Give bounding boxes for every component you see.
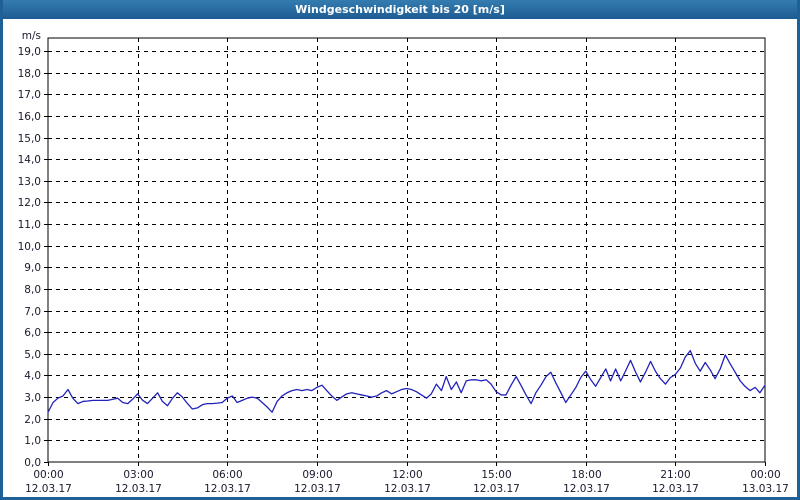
y-axis-tick-label: 19,0 — [18, 46, 41, 58]
x-axis-time-label: 15:00 — [481, 469, 511, 481]
y-axis-tick-label: 3,0 — [24, 392, 41, 404]
y-axis-ticks — [44, 51, 48, 463]
y-axis-tick-label: 14,0 — [18, 154, 41, 166]
y-axis-tick-label: 4,0 — [24, 370, 41, 382]
y-axis-tick-label: 6,0 — [24, 327, 41, 339]
x-axis-time-label: 06:00 — [212, 469, 242, 481]
y-axis-unit-label: m/s — [22, 30, 41, 42]
y-axis-tick-label: 8,0 — [24, 284, 41, 296]
y-axis-tick-label: 17,0 — [18, 89, 41, 101]
x-axis-date-label: 12.03.17 — [563, 483, 610, 495]
wind-speed-line-chart: m/s 0,0 1,0 2,0 3,0 4,0 5,0 6,0 7,0 8,0 9,0 10,0 11… — [18, 30, 789, 495]
x-axis-date-label: 12.03.17 — [294, 483, 341, 495]
x-axis-time-label: 09:00 — [302, 469, 332, 481]
x-axis-date-label: 12.03.17 — [204, 483, 251, 495]
plot-frame — [47, 37, 766, 463]
x-axis-time-label: 21:00 — [660, 469, 690, 481]
y-axis-tick-label: 16,0 — [18, 111, 41, 123]
y-axis-tick-label: 2,0 — [24, 414, 41, 426]
chart-area: m/s 0,0 1,0 2,0 3,0 4,0 5,0 6,0 7,0 8,0 9,0 10,0 11… — [3, 19, 797, 497]
y-axis-tick-label: 5,0 — [24, 349, 41, 361]
y-axis-tick-label: 18,0 — [18, 68, 41, 80]
y-axis-tick-label: 13,0 — [18, 176, 41, 188]
x-axis-labels: 00:00 12.03.17 03:00 12.03.17 06:00 12.03.17 0… — [25, 469, 789, 495]
y-axis-tick-label: 11,0 — [18, 219, 41, 231]
x-axis-time-label: 03:00 — [123, 469, 153, 481]
y-axis-tick-label: 9,0 — [24, 262, 41, 274]
wind-speed-series — [47, 349, 766, 413]
x-axis-date-label: 13.03.17 — [742, 483, 789, 495]
x-axis-date-label: 12.03.17 — [25, 483, 72, 495]
x-axis-date-label: 12.03.17 — [473, 483, 520, 495]
x-axis-date-label: 12.03.17 — [652, 483, 699, 495]
x-axis-time-label: 00:00 — [33, 469, 63, 481]
y-axis-labels: 0,0 1,0 2,0 3,0 4,0 5,0 6,0 7,0 8,0 9,0 10,0 11,0 12… — [18, 46, 41, 469]
x-axis-time-label: 00:00 — [750, 469, 780, 481]
vertical-grid-lines — [138, 38, 676, 462]
x-axis-time-label: 12:00 — [392, 469, 422, 481]
x-axis-date-label: 12.03.17 — [384, 483, 431, 495]
y-axis-tick-label: 0,0 — [24, 457, 41, 469]
grid-lines — [48, 51, 765, 441]
y-axis-tick-label: 10,0 — [18, 241, 41, 253]
y-axis-tick-label: 15,0 — [18, 133, 41, 145]
y-axis-tick-label: 7,0 — [24, 306, 41, 318]
y-axis-tick-label: 12,0 — [18, 197, 41, 209]
y-axis-tick-label: 1,0 — [24, 435, 41, 447]
x-axis-time-label: 18:00 — [571, 469, 601, 481]
x-axis-date-label: 12.03.17 — [115, 483, 162, 495]
window-title-bar: Windgeschwindigkeit bis 20 [m/s] — [3, 0, 797, 19]
x-axis-ticks — [48, 462, 766, 466]
